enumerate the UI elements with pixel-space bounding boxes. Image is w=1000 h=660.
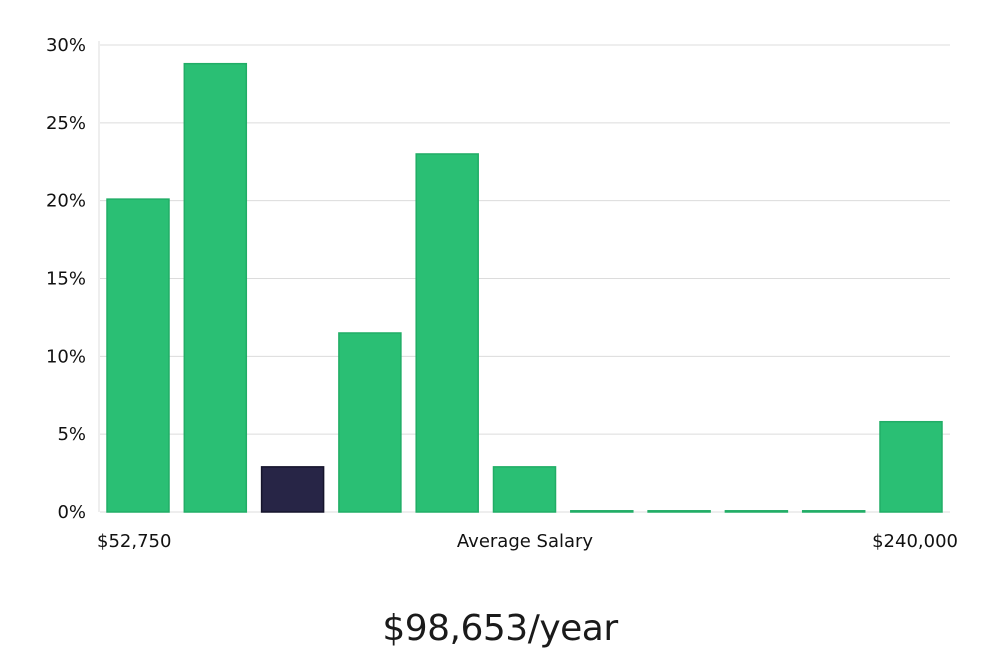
histogram-bar	[106, 198, 170, 513]
y-tick-label: 0%	[57, 502, 86, 523]
label-layer: $52,750 Average Salary $240,000	[97, 531, 958, 552]
salary-histogram: 0% 5% 10% 15% 20% 25% 30% $52,750 Average Sala…	[46, 35, 958, 552]
x-max-label: $240,000	[872, 531, 958, 552]
histogram-bar	[415, 153, 479, 513]
y-tick-label: 10%	[46, 346, 86, 367]
histogram-bar	[724, 510, 789, 513]
histogram-bar	[801, 510, 866, 513]
y-tick-label: 25%	[46, 113, 86, 134]
y-tick-label: 30%	[46, 35, 86, 56]
histogram-bar	[338, 332, 402, 513]
average-salary-headline: $98,653/year	[382, 608, 618, 649]
y-tick-label: 20%	[46, 191, 86, 212]
histogram-bar	[570, 510, 634, 513]
histogram-bar	[647, 510, 711, 513]
x-axis-title: Average Salary	[457, 531, 594, 552]
y-tick-label: 5%	[57, 424, 86, 445]
y-tick-label: 15%	[46, 269, 86, 290]
grid-layer: 0% 5% 10% 15% 20% 25% 30%	[46, 35, 950, 523]
bar-layer	[106, 62, 943, 513]
histogram-bar	[183, 62, 248, 513]
histogram-bar	[492, 466, 557, 513]
histogram-bar	[879, 420, 943, 513]
x-min-label: $52,750	[97, 531, 171, 552]
histogram-bar-highlighted	[260, 466, 325, 513]
